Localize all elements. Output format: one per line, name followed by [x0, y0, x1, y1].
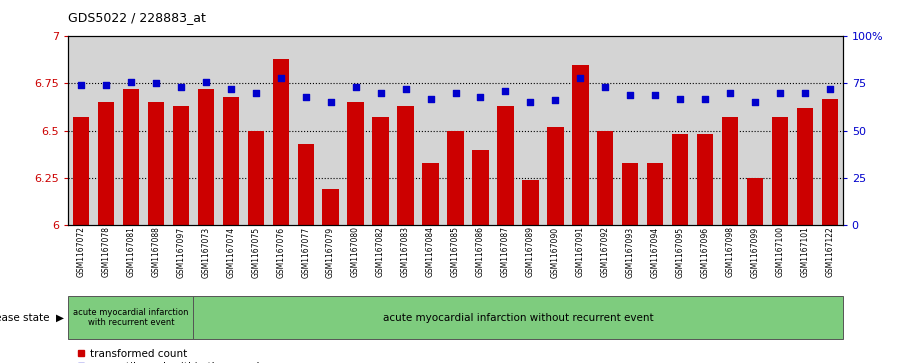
- Point: [98, 82, 113, 88]
- Bar: [322, 189, 339, 225]
- Bar: [697, 134, 713, 225]
- Point: [573, 75, 588, 81]
- Point: [798, 90, 813, 96]
- Bar: [647, 163, 663, 225]
- Point: [223, 86, 238, 92]
- Bar: [248, 131, 264, 225]
- Point: [523, 99, 537, 105]
- Point: [148, 81, 163, 86]
- Text: acute myocardial infarction
with recurrent event: acute myocardial infarction with recurre…: [73, 308, 189, 327]
- Text: GDS5022 / 228883_at: GDS5022 / 228883_at: [68, 11, 206, 24]
- Point: [199, 79, 213, 85]
- Point: [698, 96, 712, 102]
- Point: [173, 84, 188, 90]
- Bar: [722, 118, 739, 225]
- Point: [448, 90, 463, 96]
- Bar: [747, 178, 763, 225]
- Point: [124, 79, 138, 85]
- Point: [424, 96, 438, 102]
- Bar: [272, 59, 289, 225]
- Point: [473, 94, 487, 99]
- Bar: [497, 106, 514, 225]
- Bar: [598, 131, 613, 225]
- Bar: [68, 296, 193, 339]
- Text: acute myocardial infarction without recurrent event: acute myocardial infarction without recu…: [383, 313, 653, 323]
- Point: [374, 90, 388, 96]
- Bar: [522, 180, 538, 225]
- Point: [599, 84, 613, 90]
- Bar: [97, 102, 114, 225]
- Point: [748, 99, 763, 105]
- Bar: [198, 89, 214, 225]
- Point: [74, 82, 88, 88]
- Bar: [672, 134, 689, 225]
- Bar: [548, 127, 564, 225]
- Bar: [298, 144, 313, 225]
- Point: [823, 86, 837, 92]
- Bar: [172, 106, 189, 225]
- Bar: [373, 118, 389, 225]
- Point: [323, 99, 338, 105]
- Bar: [822, 99, 838, 225]
- Bar: [572, 65, 589, 225]
- Point: [773, 90, 787, 96]
- Bar: [397, 106, 414, 225]
- Bar: [473, 150, 488, 225]
- Bar: [797, 108, 814, 225]
- Bar: [447, 131, 464, 225]
- Bar: [123, 89, 138, 225]
- Point: [648, 92, 662, 98]
- Bar: [423, 163, 438, 225]
- Bar: [73, 118, 89, 225]
- Bar: [148, 102, 164, 225]
- Point: [298, 94, 312, 99]
- Bar: [222, 97, 239, 225]
- Point: [723, 90, 738, 96]
- Point: [249, 90, 263, 96]
- Point: [348, 84, 363, 90]
- Point: [673, 96, 688, 102]
- Bar: [622, 163, 639, 225]
- Point: [273, 75, 288, 81]
- Bar: [193, 296, 843, 339]
- Legend: transformed count, percentile rank within the sample: transformed count, percentile rank withi…: [74, 344, 271, 363]
- Bar: [347, 102, 363, 225]
- Bar: [773, 118, 788, 225]
- Point: [623, 92, 638, 98]
- Point: [398, 86, 413, 92]
- Point: [548, 98, 563, 103]
- Point: [498, 88, 513, 94]
- Text: disease state  ▶: disease state ▶: [0, 313, 64, 323]
